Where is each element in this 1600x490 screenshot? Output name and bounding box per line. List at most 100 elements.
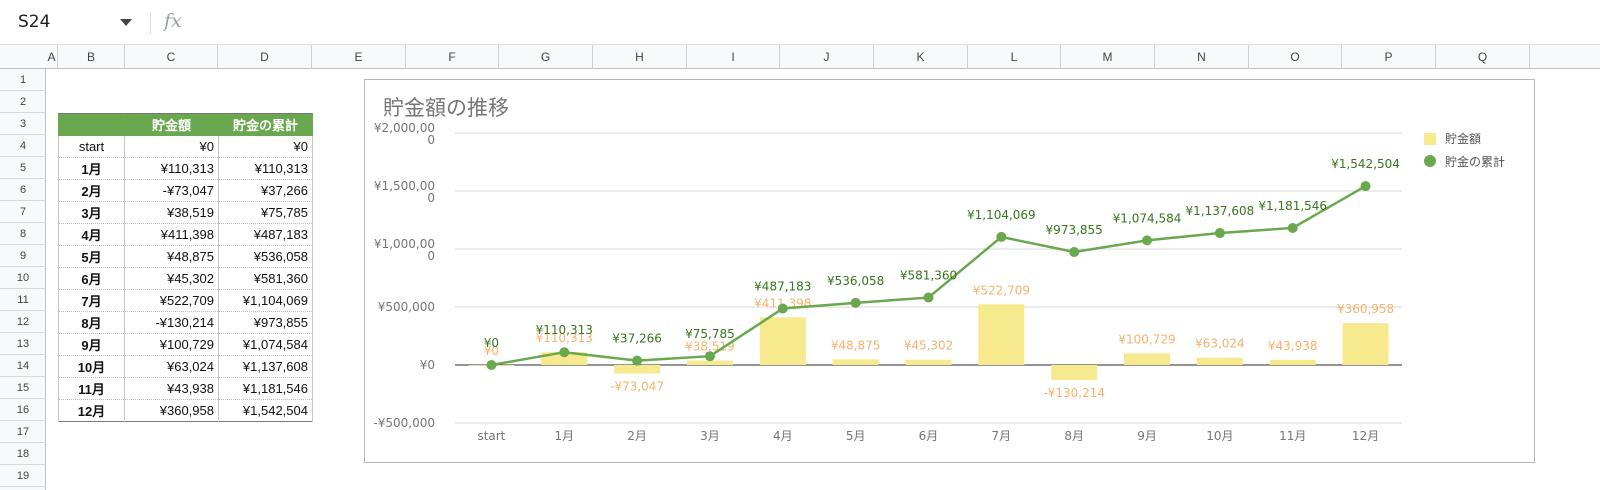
row-label-cell[interactable]: 5月: [58, 245, 125, 268]
savings-cell[interactable]: ¥0: [124, 135, 219, 158]
savings-cell[interactable]: ¥110,313: [124, 157, 219, 180]
table-row: 10月 ¥63,024 ¥1,137,608: [58, 355, 313, 378]
name-box[interactable]: S24: [0, 0, 140, 45]
savings-cell[interactable]: ¥38,519: [124, 201, 219, 224]
row-header-3[interactable]: 3: [0, 113, 46, 135]
bar: [1051, 365, 1098, 381]
column-header-p[interactable]: P: [1342, 45, 1436, 69]
column-header-a[interactable]: A: [46, 45, 58, 69]
y-tick-label: ¥1,500,00: [374, 179, 435, 193]
savings-cell[interactable]: ¥100,729: [124, 333, 219, 356]
column-header-i[interactable]: I: [687, 45, 780, 69]
savings-cell[interactable]: ¥43,938: [124, 377, 219, 400]
row-label-cell[interactable]: 7月: [58, 289, 125, 312]
row-label-cell[interactable]: 6月: [58, 267, 125, 290]
column-header-c[interactable]: C: [125, 45, 218, 69]
savings-cell[interactable]: ¥63,024: [124, 355, 219, 378]
chevron-down-icon[interactable]: [120, 19, 132, 26]
row-header-13[interactable]: 13: [0, 333, 46, 355]
column-header-f[interactable]: F: [406, 45, 499, 69]
row-label-cell[interactable]: start: [58, 135, 125, 158]
chart[interactable]: 貯金額の推移 ¥2,000,00 0 ¥1,500,00 0 ¥1,000,00 0 ¥50…: [364, 79, 1535, 463]
column-header-d[interactable]: D: [218, 45, 312, 69]
row-label-cell[interactable]: 10月: [58, 355, 125, 378]
column-header-b[interactable]: B: [58, 45, 125, 69]
cumulative-cell[interactable]: ¥1,074,584: [218, 333, 313, 356]
cumulative-cell[interactable]: ¥75,785: [218, 201, 313, 224]
column-header-q[interactable]: Q: [1436, 45, 1530, 69]
table-header-cell[interactable]: 貯金の累計: [218, 113, 313, 136]
column-header-h[interactable]: H: [593, 45, 687, 69]
savings-cell[interactable]: ¥360,958: [124, 399, 219, 422]
row-header-5[interactable]: 5: [0, 157, 46, 179]
row-label-cell[interactable]: 9月: [58, 333, 125, 356]
table-header-cell[interactable]: [58, 113, 125, 136]
row-header-4[interactable]: 4: [0, 135, 46, 157]
cumulative-cell[interactable]: ¥37,266: [218, 179, 313, 202]
row-header-7[interactable]: 7: [0, 201, 46, 223]
column-header-e[interactable]: E: [312, 45, 406, 69]
row-header-10[interactable]: 10: [0, 267, 46, 289]
column-header-j[interactable]: J: [780, 45, 874, 69]
savings-cell[interactable]: ¥45,302: [124, 267, 219, 290]
savings-table: 貯金額 貯金の累計 start ¥0 ¥0 1月 ¥110,313 ¥110,313 2月 -…: [58, 113, 313, 422]
row-header-19[interactable]: 19: [0, 465, 46, 487]
row-label-cell[interactable]: 2月: [58, 179, 125, 202]
bar: [1342, 323, 1389, 365]
cumulative-cell[interactable]: ¥1,181,546: [218, 377, 313, 400]
cumulative-cell[interactable]: ¥110,313: [218, 157, 313, 180]
column-header-k[interactable]: K: [874, 45, 968, 69]
bar: [1196, 357, 1243, 365]
row-header-18[interactable]: 18: [0, 443, 46, 465]
savings-cell[interactable]: ¥522,709: [124, 289, 219, 312]
bar-data-label: ¥48,875: [831, 338, 881, 352]
row-header-15[interactable]: 15: [0, 377, 46, 399]
savings-cell[interactable]: -¥73,047: [124, 179, 219, 202]
column-header-l[interactable]: L: [968, 45, 1061, 69]
x-tick-label: 11月: [1279, 429, 1306, 443]
y-tick-label: ¥2,000,00: [374, 121, 435, 135]
cumulative-cell[interactable]: ¥581,360: [218, 267, 313, 290]
table-row: 6月 ¥45,302 ¥581,360: [58, 267, 313, 290]
row-label-cell[interactable]: 11月: [58, 377, 125, 400]
bar-data-label: ¥100,729: [1118, 332, 1175, 346]
table-header-cell[interactable]: 貯金額: [124, 113, 219, 136]
cumulative-cell[interactable]: ¥1,542,504: [218, 399, 313, 422]
line-data-label: ¥973,855: [1046, 223, 1103, 237]
legend-label: 貯金の累計: [1445, 154, 1505, 169]
row-header-6[interactable]: 6: [0, 179, 46, 201]
cumulative-cell[interactable]: ¥0: [218, 135, 313, 158]
row-header-14[interactable]: 14: [0, 355, 46, 377]
chart-title: 貯金額の推移: [383, 96, 509, 120]
column-header-g[interactable]: G: [499, 45, 593, 69]
x-tick-label: 10月: [1206, 429, 1233, 443]
formula-input[interactable]: [200, 8, 1580, 38]
column-header-n[interactable]: N: [1155, 45, 1249, 69]
cumulative-cell[interactable]: ¥1,137,608: [218, 355, 313, 378]
line-data-label: ¥110,313: [536, 323, 593, 337]
row-label-cell[interactable]: 8月: [58, 311, 125, 334]
cumulative-cell[interactable]: ¥536,058: [218, 245, 313, 268]
row-header-9[interactable]: 9: [0, 245, 46, 267]
column-header-m[interactable]: M: [1061, 45, 1155, 69]
row-label-cell[interactable]: 12月: [58, 399, 125, 422]
row-header-1[interactable]: 1: [0, 69, 46, 91]
savings-cell[interactable]: -¥130,214: [124, 311, 219, 334]
row-label-cell[interactable]: 4月: [58, 223, 125, 246]
savings-cell[interactable]: ¥48,875: [124, 245, 219, 268]
row-header-12[interactable]: 12: [0, 311, 46, 333]
cumulative-cell[interactable]: ¥1,104,069: [218, 289, 313, 312]
column-header-o[interactable]: O: [1249, 45, 1342, 69]
cumulative-cell[interactable]: ¥973,855: [218, 311, 313, 334]
cumulative-cell[interactable]: ¥487,183: [218, 223, 313, 246]
line-point: [559, 347, 570, 358]
bar-data-label: ¥63,024: [1195, 337, 1245, 351]
savings-cell[interactable]: ¥411,398: [124, 223, 219, 246]
row-header-8[interactable]: 8: [0, 223, 46, 245]
row-label-cell[interactable]: 1月: [58, 157, 125, 180]
row-header-16[interactable]: 16: [0, 399, 46, 421]
row-header-17[interactable]: 17: [0, 421, 46, 443]
row-header-2[interactable]: 2: [0, 91, 46, 113]
row-label-cell[interactable]: 3月: [58, 201, 125, 224]
row-header-11[interactable]: 11: [0, 289, 46, 311]
